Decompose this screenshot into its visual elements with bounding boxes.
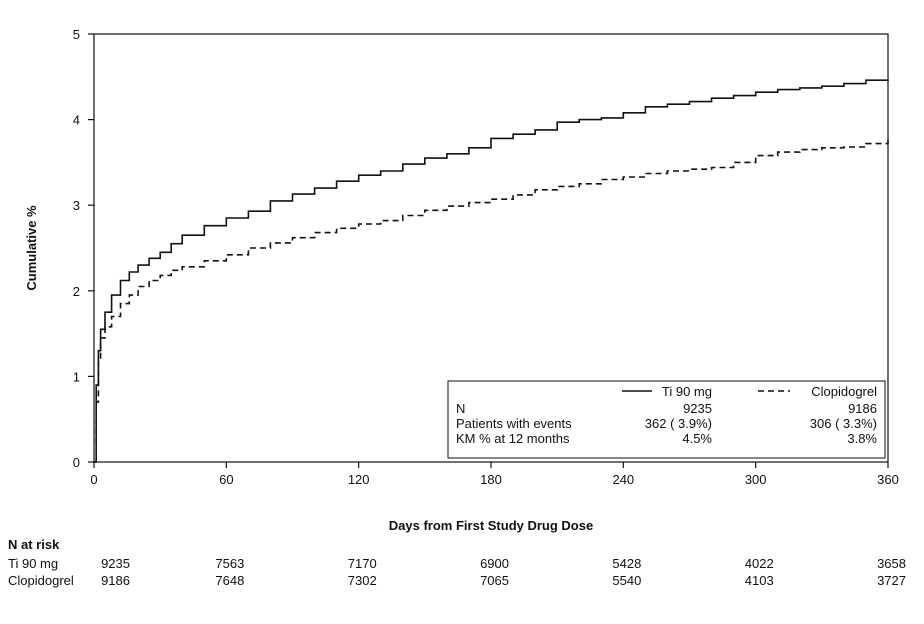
- risk-cell: 5428: [612, 556, 642, 571]
- risk-cell: 5540: [612, 573, 642, 588]
- x-axis-title: Days from First Study Drug Dose: [389, 518, 593, 533]
- y-axis-title: Cumulative %: [24, 205, 39, 291]
- chart-legend: Ti 90 mg Clopidogrel N 9235 9186 Patients wit…: [447, 380, 886, 459]
- series-line-ti-90-mg: [94, 79, 889, 463]
- y-tick-label: 0: [73, 455, 80, 470]
- chart-axes: 0 60 120 180 240 300 360 0 1 2 3 4 5 Days from First …: [24, 27, 899, 533]
- risk-cell: 7648: [215, 573, 245, 588]
- risk-cell: 7065: [480, 573, 509, 588]
- risk-cell: 9235: [101, 556, 130, 571]
- risk-cell: 9186: [101, 573, 130, 588]
- x-tick-label: 240: [612, 472, 634, 487]
- series-line-clopidogrel: [94, 139, 889, 463]
- risk-cell: 3727: [877, 573, 906, 588]
- legend-row-value: 4.5%: [682, 431, 712, 446]
- legend-row-label: N: [456, 401, 465, 416]
- legend-row-value: 9186: [848, 401, 877, 416]
- x-tick-label: 120: [348, 472, 370, 487]
- y-tick-label: 1: [73, 369, 80, 384]
- legend-row-value: 306 ( 3.3%): [810, 416, 877, 431]
- risk-cell: 7170: [347, 556, 377, 571]
- legend-row-value: 9235: [683, 401, 712, 416]
- risk-cell: 6900: [480, 556, 509, 571]
- legend-box: [447, 380, 886, 459]
- y-tick-label: 4: [73, 113, 80, 128]
- risk-cell: 3658: [877, 556, 906, 571]
- risk-cell: 4022: [744, 556, 774, 571]
- risk-cell: 7563: [215, 556, 245, 571]
- risk-cell: 7302: [347, 573, 377, 588]
- risk-row-name: Ti 90 mg: [8, 556, 59, 571]
- x-tick-label: 180: [480, 472, 502, 487]
- x-tick-label: 360: [877, 472, 899, 487]
- x-tick-label: 0: [90, 472, 97, 487]
- legend-row-value: 362 ( 3.9%): [645, 416, 712, 431]
- y-tick-label: 2: [73, 284, 80, 299]
- legend-row-value: 3.8%: [847, 431, 877, 446]
- risk-row-name: Clopidogrel: [8, 573, 74, 588]
- y-tick-label: 5: [73, 27, 80, 42]
- x-tick-label: 300: [745, 472, 767, 487]
- legend-row-label: KM % at 12 months: [456, 431, 570, 446]
- y-tick-label: 3: [73, 198, 80, 213]
- risk-table-title: N at risk: [8, 537, 60, 552]
- legend-row-label: Patients with events: [456, 416, 572, 431]
- chart-series-lines: [94, 79, 889, 463]
- risk-cell: 4103: [744, 573, 774, 588]
- legend-series-name: Clopidogrel: [811, 384, 877, 399]
- legend-series-name: Ti 90 mg: [662, 384, 712, 399]
- x-tick-label: 60: [219, 472, 233, 487]
